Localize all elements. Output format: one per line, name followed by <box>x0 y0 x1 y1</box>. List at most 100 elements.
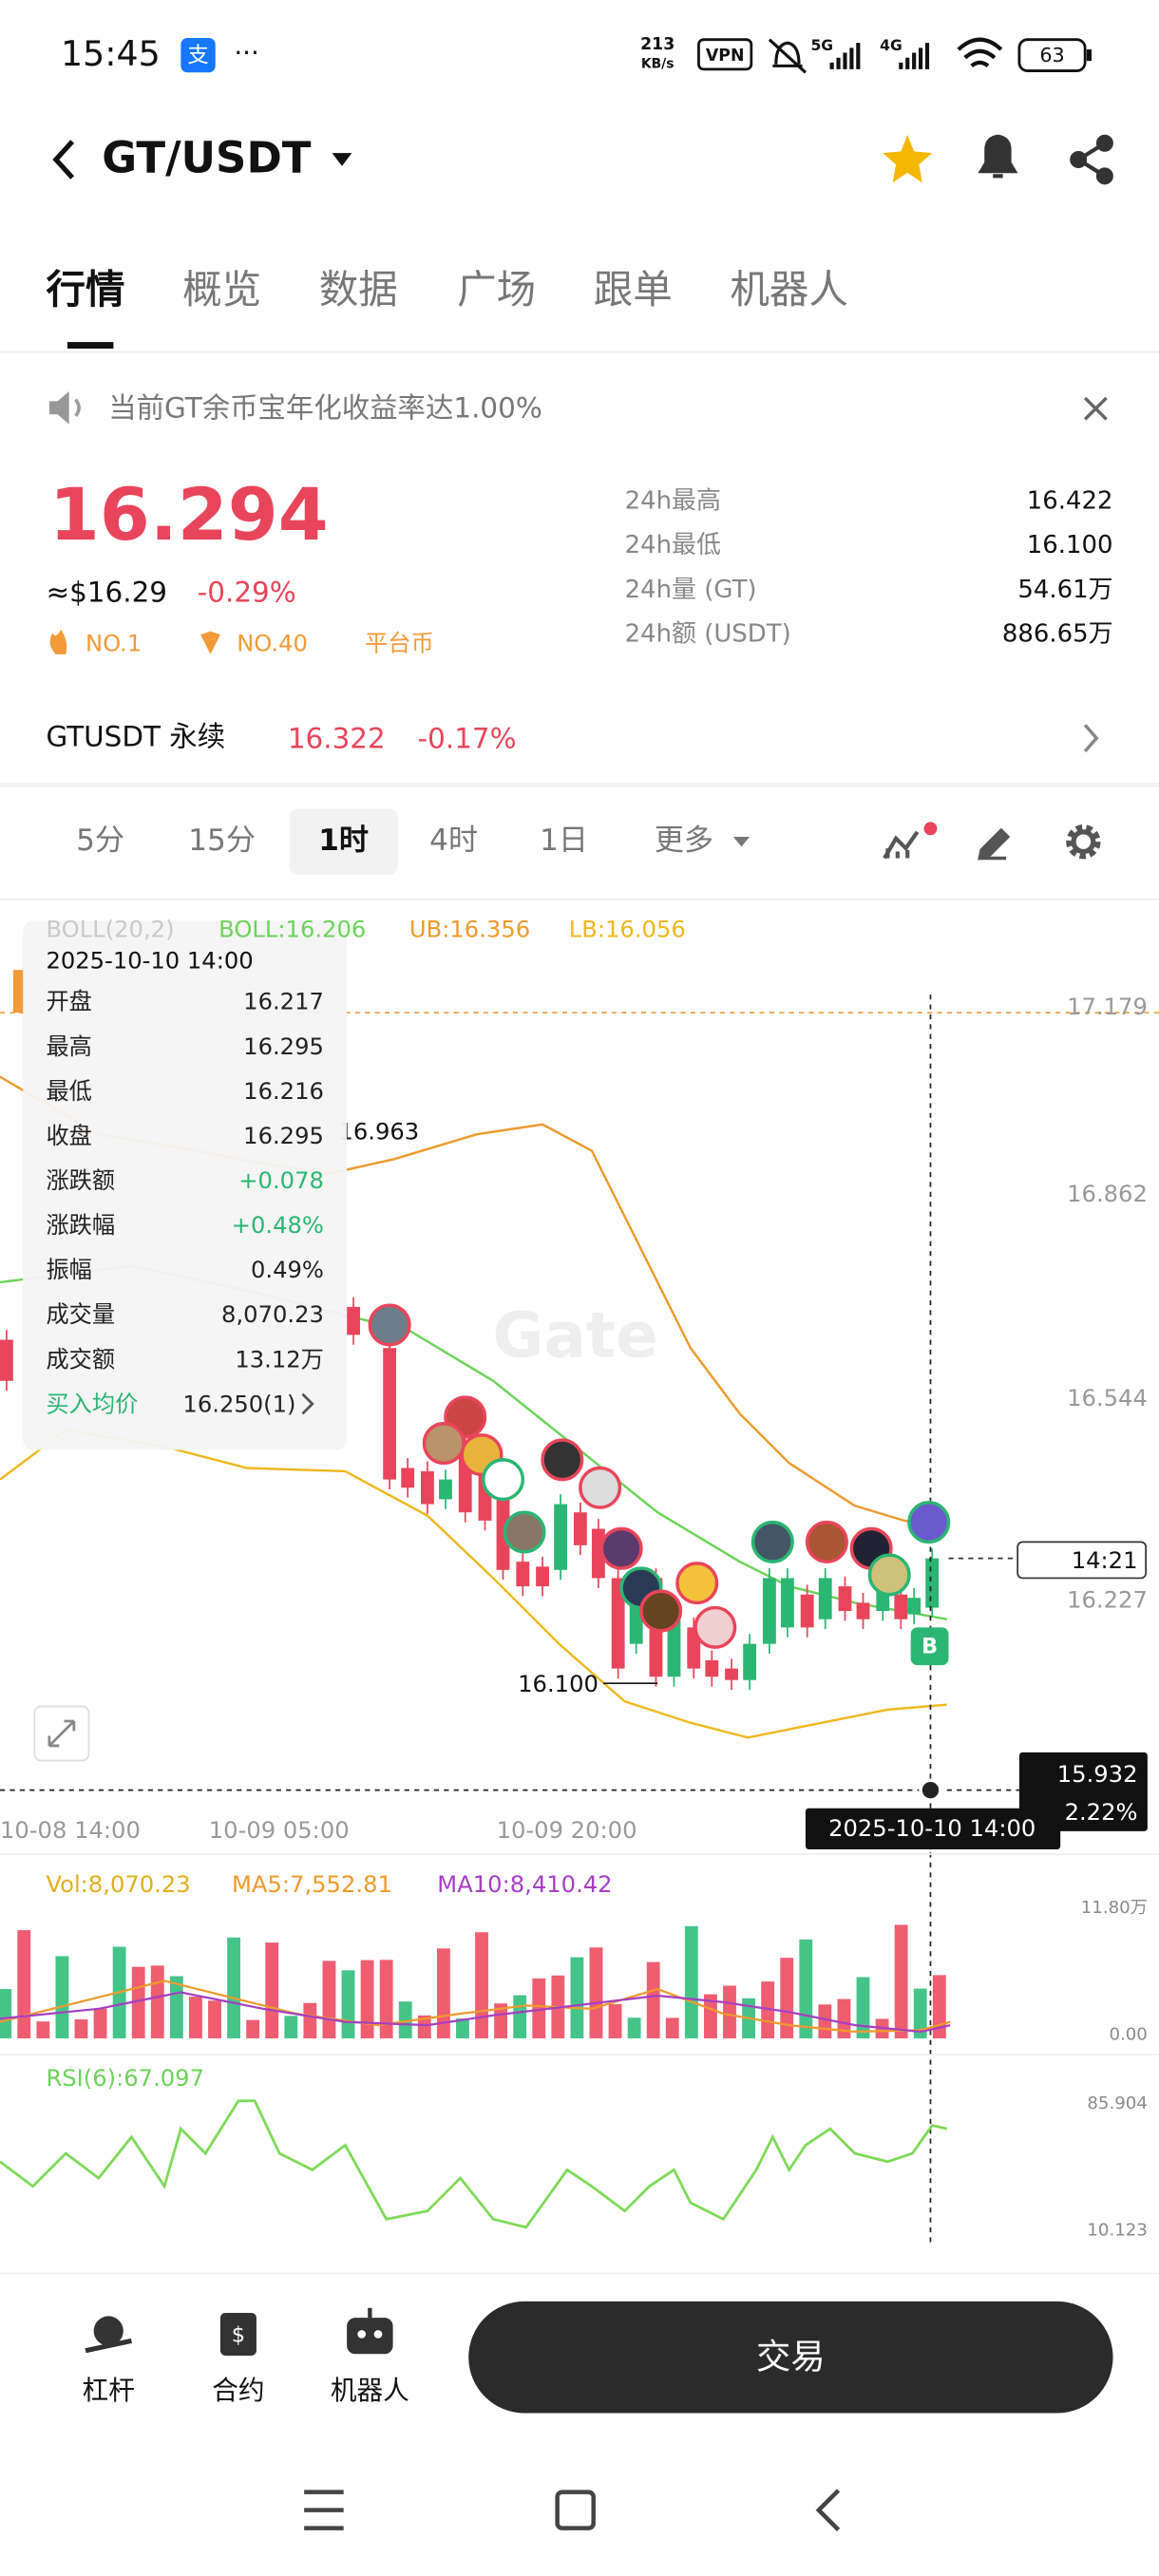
candle-body <box>800 1594 814 1628</box>
volume-bar <box>475 1932 488 2038</box>
notice-close[interactable] <box>1083 396 1108 421</box>
volume-bar <box>284 2016 298 2038</box>
share-button[interactable] <box>1070 134 1113 185</box>
stat-value: 16.100 <box>1027 531 1113 559</box>
volume-bar <box>436 1948 450 2038</box>
tab[interactable]: 行情 <box>46 266 124 313</box>
clock: 15:45 <box>61 33 161 74</box>
wifi-icon <box>957 37 1003 68</box>
interval[interactable]: 1时 <box>318 824 369 858</box>
volume-bar <box>417 2015 431 2038</box>
bot-icon[interactable] <box>347 2307 393 2355</box>
boll-value: BOLL:16.206 <box>218 917 366 943</box>
hot-icon <box>49 629 67 654</box>
volume-bar <box>456 2018 469 2038</box>
back-button[interactable] <box>52 140 75 180</box>
cross-pct: 2.22% <box>1065 1799 1138 1826</box>
more-dropdown[interactable] <box>732 836 750 847</box>
signal-bars <box>829 43 861 69</box>
sys-menu[interactable] <box>304 2490 344 2530</box>
signal-5g: 5G <box>810 37 833 54</box>
pair-title[interactable]: GT/USDT <box>102 133 312 183</box>
trade-button[interactable] <box>468 2301 1113 2414</box>
tooltip-chevron[interactable] <box>301 1392 314 1415</box>
nav-label[interactable]: 合约 <box>212 2375 264 2406</box>
tab[interactable]: 广场 <box>457 266 536 313</box>
stat-label: 24h最高 <box>625 486 721 515</box>
alipay-glyph: 支 <box>187 43 208 67</box>
tooltip-value: 13.12万 <box>235 1346 324 1373</box>
boll-upper-value: UB:16.356 <box>409 917 530 943</box>
boll-lower-value: LB:16.056 <box>569 917 686 943</box>
interval[interactable]: 1日 <box>540 824 588 858</box>
speaker-wave <box>74 398 81 418</box>
countdown-box <box>1016 1541 1148 1580</box>
settings-button[interactable] <box>1066 824 1101 860</box>
sys-home[interactable] <box>555 2490 596 2530</box>
vol-axis-max: 11.80万 <box>1081 1898 1148 1918</box>
volume-bar <box>494 2003 508 2038</box>
battery-level: 63 <box>1039 44 1064 66</box>
volume-bar <box>723 1985 736 2038</box>
cross-price: 15.932 <box>1057 1761 1138 1788</box>
futures-icon[interactable]: $ <box>219 2312 256 2356</box>
tooltip-label: 涨跌额 <box>46 1167 115 1194</box>
heart-icon <box>200 631 220 654</box>
pair-dropdown[interactable] <box>332 153 352 166</box>
volume-bar <box>93 2008 107 2038</box>
interval[interactable]: 4时 <box>429 824 478 858</box>
candle-body <box>516 1562 530 1587</box>
volume-bar <box>608 2003 622 2038</box>
vpn: VPN <box>706 47 745 66</box>
high-label: 16.963 <box>338 1118 419 1145</box>
interval[interactable]: 更多 <box>655 824 713 858</box>
volume-bar <box>570 1957 584 2038</box>
alert-bell[interactable] <box>978 134 1018 179</box>
candle-body <box>705 1659 719 1677</box>
nav-label[interactable]: 杠杆 <box>83 2375 135 2406</box>
tab[interactable]: 跟单 <box>594 266 673 313</box>
notice-text[interactable]: 当前GT余币宝年化收益率达1.00% <box>108 392 542 425</box>
tab[interactable]: 机器人 <box>730 266 848 313</box>
tooltip-label: 买入均价 <box>46 1391 138 1417</box>
rsi-line <box>0 2099 948 2229</box>
vol-ma5: MA5:7,552.81 <box>232 1871 392 1898</box>
perp-name[interactable]: GTUSDT 永续 <box>46 721 225 753</box>
tooltip-value: 16.217 <box>243 989 324 1015</box>
interval[interactable]: 15分 <box>188 824 256 858</box>
nav-label[interactable]: 机器人 <box>331 2375 409 2406</box>
volume-bar <box>55 1956 69 2038</box>
svg-text:$: $ <box>232 2323 245 2348</box>
volume-bar <box>665 2017 679 2038</box>
tooltip-date: 2025-10-10 14:00 <box>46 947 253 974</box>
candle-body <box>894 1594 908 1619</box>
favorite-star[interactable] <box>883 135 933 183</box>
draw-button[interactable] <box>978 827 1011 861</box>
tab[interactable]: 数据 <box>319 266 398 313</box>
price-axis-label: 17.179 <box>1067 994 1148 1020</box>
trade-label[interactable]: 交易 <box>756 2336 826 2377</box>
indicator-dot <box>923 822 938 836</box>
volume-bar <box>131 1966 145 2038</box>
cross-time: 2025-10-10 14:00 <box>828 1815 1036 1842</box>
sys-back[interactable] <box>815 2489 841 2531</box>
margin-icon[interactable] <box>85 2316 132 2354</box>
volume-bar <box>799 1939 813 2038</box>
volume-bar <box>227 1937 240 2038</box>
signal-4g: 4G <box>880 37 902 54</box>
tab[interactable]: 概览 <box>182 266 261 313</box>
perp-chevron[interactable] <box>1083 724 1099 753</box>
indicator-button[interactable] <box>883 830 920 860</box>
rsi-axis-min: 10.123 <box>1087 2220 1148 2240</box>
interval[interactable]: 5分 <box>76 824 124 858</box>
tooltip-label: 开盘 <box>46 989 91 1015</box>
fullscreen-icon <box>48 1719 76 1748</box>
candle-body <box>421 1470 434 1505</box>
volume-bar <box>532 1978 546 2038</box>
boll-title: BOLL(20,2) <box>46 917 174 943</box>
volume-bar <box>36 2021 50 2038</box>
candle-body <box>725 1668 738 1680</box>
active-tab-indicator <box>66 342 114 350</box>
candle-body <box>383 1348 397 1480</box>
